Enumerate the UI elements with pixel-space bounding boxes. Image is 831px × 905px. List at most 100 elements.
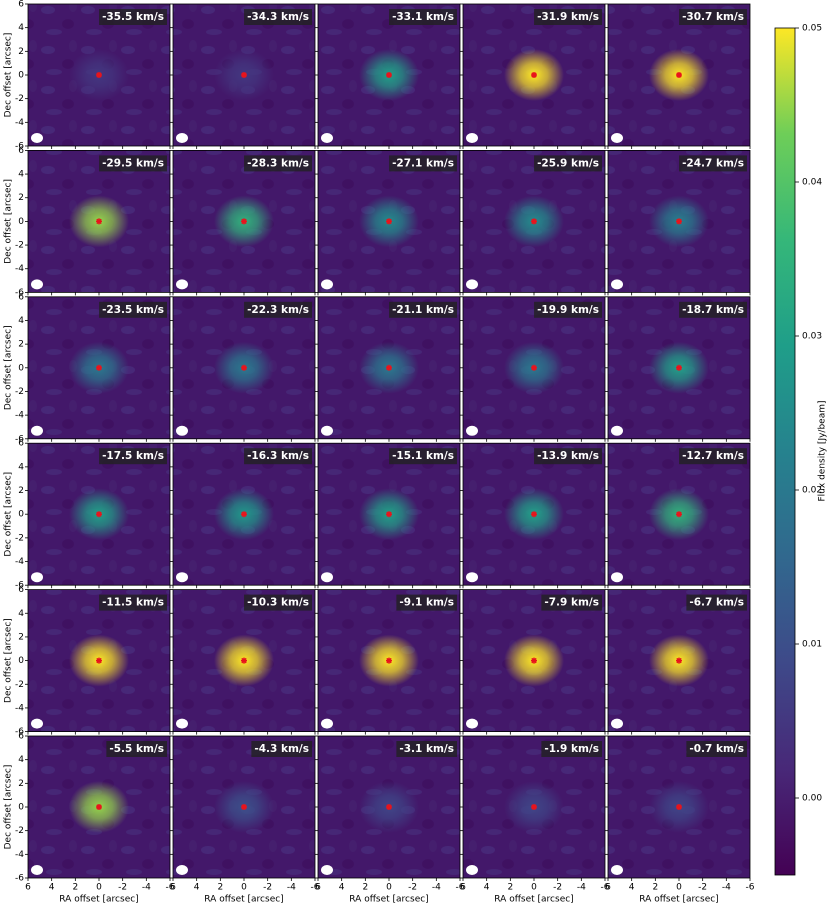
velocity-label-bg bbox=[99, 155, 167, 172]
beam bbox=[176, 133, 188, 143]
x-tick-label: -6 bbox=[311, 883, 320, 893]
panel: -23.5 km/s -6 -4 -2 0 2 4 6 Dec offset [arcsec] bbox=[4, 292, 171, 444]
x-axis-label: RA offset [arcsec] bbox=[639, 895, 718, 905]
y-tick-label: -4 bbox=[15, 703, 24, 713]
beam bbox=[611, 572, 623, 583]
velocity-label: -19.9 km/s bbox=[537, 304, 599, 316]
velocity-label: -10.3 km/s bbox=[247, 597, 309, 609]
y-tick-label: -2 bbox=[15, 94, 24, 104]
source-marker bbox=[676, 804, 682, 810]
panel: -35.5 km/s -6 -4 -2 0 2 4 6 Dec offset [arcsec] bbox=[4, 0, 171, 152]
velocity-label: -25.9 km/s bbox=[537, 157, 599, 169]
source-marker bbox=[241, 804, 247, 810]
x-tick-label: 4 bbox=[49, 883, 55, 893]
velocity-label-bg bbox=[244, 594, 312, 611]
panel: -13.9 km/s bbox=[460, 442, 606, 589]
velocity-label-bg bbox=[99, 448, 167, 465]
y-tick-label: 4 bbox=[18, 316, 24, 326]
x-tick-label: 6 bbox=[25, 883, 31, 893]
y-tick-label: 6 bbox=[18, 585, 24, 595]
y-tick-label: -2 bbox=[15, 533, 24, 543]
panel: -17.5 km/s -6 -4 -2 0 2 4 6 Dec offset [arcsec] bbox=[4, 439, 171, 591]
x-tick-label: 4 bbox=[339, 883, 345, 893]
velocity-label: -9.1 km/s bbox=[399, 597, 454, 609]
x-tick-label: 0 bbox=[241, 883, 247, 893]
velocity-label-bg bbox=[389, 448, 457, 465]
velocity-label: -23.5 km/s bbox=[102, 304, 164, 316]
y-axis-label: Dec offset [arcsec] bbox=[4, 765, 14, 850]
panel: -1.9 km/s 6 4 2 0 -2 -4 -6 RA offset [arcsec] bbox=[460, 735, 610, 905]
velocity-label-bg bbox=[244, 301, 312, 318]
y-axis-label: Dec offset [arcsec] bbox=[4, 33, 14, 118]
velocity-label: -27.1 km/s bbox=[392, 157, 454, 169]
y-tick-label: 4 bbox=[18, 462, 24, 472]
source-marker bbox=[531, 804, 537, 810]
panel: -15.1 km/s bbox=[315, 442, 461, 589]
y-tick-label: -6 bbox=[15, 727, 24, 737]
beam bbox=[176, 718, 188, 729]
x-tick-label: 0 bbox=[96, 883, 102, 893]
beam bbox=[176, 425, 188, 436]
source-marker bbox=[531, 218, 537, 225]
velocity-label-bg bbox=[679, 155, 747, 172]
velocity-label-bg bbox=[244, 9, 312, 25]
y-tick-label: 0 bbox=[18, 363, 24, 373]
x-tick-label: -6 bbox=[601, 883, 610, 893]
panel: -33.1 km/s bbox=[315, 3, 461, 149]
source-marker bbox=[96, 804, 102, 810]
velocity-label-bg bbox=[396, 741, 457, 757]
y-tick-label: 2 bbox=[18, 193, 24, 203]
beam bbox=[611, 425, 623, 436]
beam bbox=[466, 865, 478, 875]
panel: -25.9 km/s bbox=[460, 149, 606, 296]
x-tick-label: -6 bbox=[166, 883, 175, 893]
source-marker bbox=[96, 72, 102, 78]
x-axis-label: RA offset [arcsec] bbox=[494, 895, 573, 905]
x-tick-label: -2 bbox=[263, 883, 272, 893]
x-axis-label: RA offset [arcsec] bbox=[349, 895, 428, 905]
x-tick-label: 0 bbox=[386, 883, 392, 893]
source-marker bbox=[676, 218, 682, 225]
x-tick-label: -4 bbox=[432, 883, 441, 893]
velocity-label: -28.3 km/s bbox=[247, 157, 309, 169]
y-tick-label: 0 bbox=[18, 217, 24, 227]
y-tick-label: -2 bbox=[15, 241, 24, 251]
panel: -4.3 km/s 6 4 2 0 -2 -4 -6 RA offset [arcsec] bbox=[170, 735, 320, 905]
velocity-label-bg bbox=[244, 155, 312, 172]
velocity-label: -22.3 km/s bbox=[247, 304, 309, 316]
source-marker bbox=[676, 657, 682, 664]
velocity-label-bg bbox=[686, 741, 747, 757]
beam bbox=[466, 279, 478, 290]
velocity-label-bg bbox=[99, 594, 167, 611]
velocity-label: -7.9 km/s bbox=[544, 597, 599, 609]
source-marker bbox=[386, 511, 392, 518]
source-marker bbox=[386, 657, 392, 664]
velocity-label-bg bbox=[389, 9, 457, 25]
velocity-label: -24.7 km/s bbox=[682, 157, 744, 169]
x-tick-label: -2 bbox=[118, 883, 127, 893]
source-marker bbox=[96, 218, 102, 225]
y-tick-label: 4 bbox=[18, 23, 24, 33]
x-tick-label: -2 bbox=[553, 883, 562, 893]
x-tick-label: 4 bbox=[484, 883, 490, 893]
y-tick-label: 2 bbox=[18, 632, 24, 642]
velocity-label: -15.1 km/s bbox=[392, 450, 454, 462]
velocity-label: -29.5 km/s bbox=[102, 157, 164, 169]
x-axis-label: RA offset [arcsec] bbox=[59, 895, 138, 905]
velocity-label: -4.3 km/s bbox=[254, 743, 309, 755]
y-tick-label: -4 bbox=[15, 118, 24, 128]
y-tick-label: 0 bbox=[18, 71, 24, 81]
y-tick-label: 6 bbox=[18, 0, 24, 10]
y-tick-label: 0 bbox=[18, 510, 24, 520]
source-marker bbox=[531, 511, 537, 518]
panel: -31.9 km/s bbox=[460, 3, 606, 149]
x-tick-label: 6 bbox=[460, 883, 466, 893]
velocity-label: -34.3 km/s bbox=[247, 11, 309, 23]
velocity-label-bg bbox=[99, 9, 167, 25]
velocity-label: -30.7 km/s bbox=[682, 11, 744, 23]
y-tick-label: -2 bbox=[15, 387, 24, 397]
x-tick-label: 2 bbox=[362, 883, 368, 893]
velocity-label-bg bbox=[686, 594, 747, 611]
x-tick-label: 2 bbox=[652, 883, 658, 893]
y-tick-label: 6 bbox=[18, 146, 24, 156]
